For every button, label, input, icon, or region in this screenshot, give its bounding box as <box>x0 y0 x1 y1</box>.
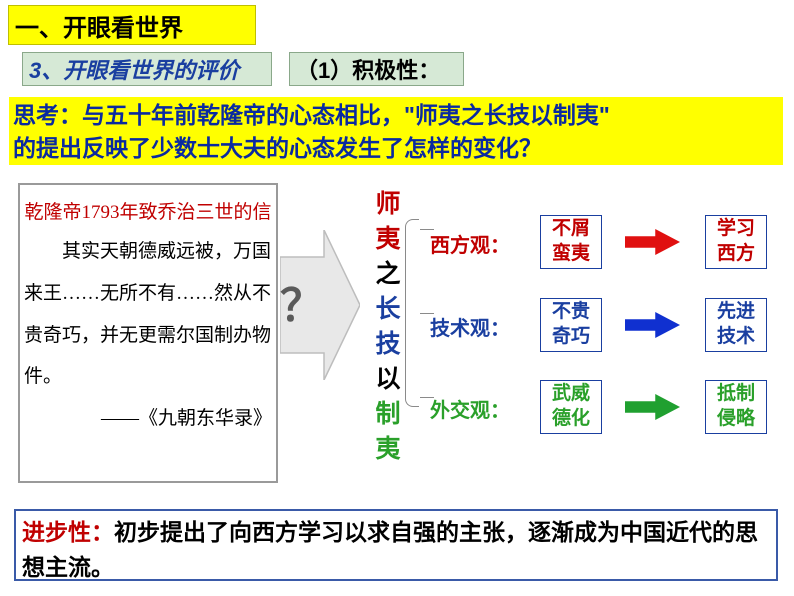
quote-box: 乾隆帝1793年致乔治三世的信 其实天朝德威远被，万国来王……无所不有……然从不… <box>18 183 278 483</box>
arrow-icon <box>625 229 680 255</box>
question-line2: 的提出反映了少数士大夫的心态发生了怎样的变化？ <box>13 132 779 165</box>
conclusion-text: 初步提出了向西方学习以求自强的主张，逐渐成为中国近代的思想主流。 <box>22 519 758 580</box>
conclusion-box: 进步性：初步提出了向西方学习以求自强的主张，逐渐成为中国近代的思想主流。 <box>14 509 778 581</box>
question-box: 思考：与五十年前乾隆帝的心态相比，"师夷之长技以制夷" 的提出反映了少数士大夫的… <box>9 97 783 165</box>
question-mark-icon: ？ <box>280 282 324 331</box>
section-title-text: 一、开眼看世界 <box>15 8 183 43</box>
bracket-icon <box>405 219 419 407</box>
central-phrase: 师夷之长技以制夷 <box>368 190 404 470</box>
aspect-title-text: （1）积极性： <box>296 53 440 85</box>
phrase-char: 长 <box>372 295 400 330</box>
quote-source: ——《九朝东华录》 <box>24 398 272 440</box>
quote-title: 乾隆帝1793年致乔治三世的信 <box>24 195 272 231</box>
question-line1: 思考：与五十年前乾隆帝的心态相比，"师夷之长技以制夷" <box>13 99 779 132</box>
row-label: 西方观： <box>430 229 510 258</box>
row-label: 外交观： <box>430 394 510 423</box>
row-label: 技术观： <box>430 312 510 341</box>
new-view-box: 先进技术 <box>705 298 767 352</box>
old-view-box: 武威德化 <box>540 380 602 434</box>
arrow-icon <box>625 394 680 420</box>
phrase-char: 师 <box>372 190 400 225</box>
old-view-box: 不屑蛮夷 <box>540 215 602 269</box>
phrase-char: 制 <box>372 400 400 435</box>
phrase-char: 夷 <box>372 225 400 260</box>
conclusion-label: 进步性： <box>22 519 114 545</box>
phrase-char: 夷 <box>372 435 400 470</box>
transition-arrow: ？ <box>280 230 360 380</box>
subsection-title: 3、开眼看世界的评价 <box>22 52 272 86</box>
new-view-box: 抵制侵略 <box>705 380 767 434</box>
old-view-box: 不贵奇巧 <box>540 298 602 352</box>
new-view-box: 学习西方 <box>705 215 767 269</box>
phrase-char: 以 <box>372 365 400 400</box>
aspect-title: （1）积极性： <box>289 52 464 86</box>
section-title: 一、开眼看世界 <box>8 5 256 45</box>
phrase-char: 之 <box>372 260 400 295</box>
arrow-icon <box>625 312 680 338</box>
subsection-title-text: 3、开眼看世界的评价 <box>29 53 239 85</box>
phrase-char: 技 <box>372 330 400 365</box>
quote-body: 其实天朝德威远被，万国来王……无所不有……然从不贵奇巧，并无更需尔国制办物件。 <box>24 231 272 398</box>
